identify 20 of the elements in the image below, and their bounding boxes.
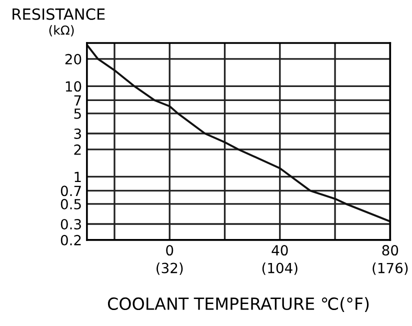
y-tick-label: 2 <box>74 144 81 155</box>
y-tick-label: 1 <box>74 172 81 182</box>
y-tick-label: 0.7 <box>60 186 81 196</box>
y-tick-label: 0.2 <box>60 234 81 246</box>
y-tick-label: 3 <box>74 128 81 139</box>
y-tick-label: 0.5 <box>60 198 81 210</box>
y-tick-label: 20 <box>65 54 82 64</box>
x-axis-title: COOLANT TEMPERATURE ℃(°F) <box>108 297 369 312</box>
x-tick-label: 0 <box>166 245 174 256</box>
y-tick-label: 5 <box>74 108 81 119</box>
x2-tick-label: (176) <box>372 262 408 275</box>
y-tick-label: 0.3 <box>60 218 81 230</box>
x2-tick-label: (104) <box>262 262 298 275</box>
chart-title: RESISTANCE <box>12 8 105 20</box>
y-axis-title: (kΩ) <box>49 25 74 36</box>
x2-tick-label: (32) <box>156 262 183 275</box>
x-tick-label: 80 <box>382 245 398 256</box>
x-tick-label: 40 <box>272 245 288 256</box>
y-tick-label: 7 <box>74 95 81 106</box>
y-tick-label: 10 <box>66 81 82 92</box>
